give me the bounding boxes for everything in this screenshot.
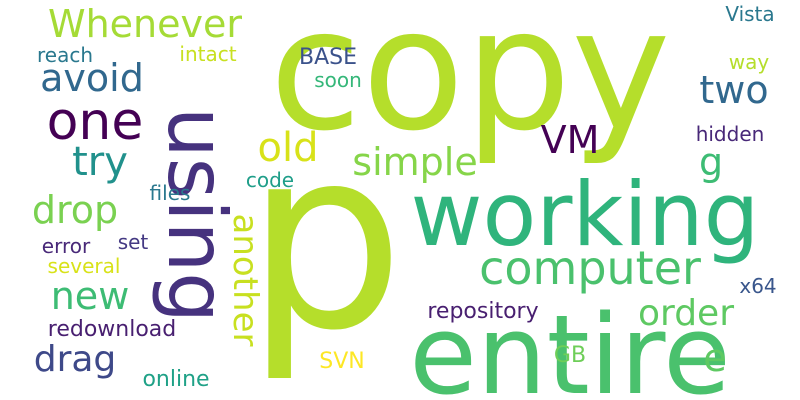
word-vm: VM (540, 118, 600, 162)
word-g: g (698, 140, 724, 184)
word-set: set (117, 230, 149, 254)
word-copy: copy (269, 0, 671, 168)
word-computer: computer (479, 241, 701, 295)
word-simple: simple (352, 140, 478, 184)
word-e: e (703, 336, 727, 380)
word-online: online (142, 367, 210, 392)
word-using: using (150, 106, 243, 324)
word-several: several (47, 254, 121, 278)
word-x64: x64 (739, 274, 777, 298)
word-try: try (72, 139, 128, 185)
word-another: another (225, 213, 265, 347)
word-vista: Vista (725, 2, 775, 26)
word-repository: repository (427, 299, 539, 324)
word-avoid: avoid (40, 56, 144, 100)
word-entire: entire (409, 291, 731, 400)
word-redownload: redownload (47, 317, 177, 342)
word-base: BASE (298, 45, 358, 70)
word-error: error (41, 234, 91, 258)
word-reach: reach (36, 43, 94, 67)
word-one: one (46, 92, 144, 152)
word-svn: SVN (319, 349, 365, 374)
word-hidden: hidden (695, 122, 765, 146)
word-new: new (50, 274, 130, 318)
word-whenever: Whenever (48, 2, 242, 46)
word-code: code (245, 168, 295, 192)
word-old: old (257, 125, 319, 171)
word-order: order (638, 293, 734, 334)
word-two: two (699, 68, 769, 112)
word-files: files (149, 181, 191, 205)
word-drop: drop (31, 188, 119, 232)
word-gb: GB (553, 343, 587, 368)
word-way: way (728, 50, 770, 74)
word-intact: intact (179, 42, 237, 66)
word-working: working (410, 163, 760, 266)
word-p: p (245, 94, 405, 385)
word-soon: soon (314, 68, 362, 92)
word-drag: drag (33, 339, 117, 380)
